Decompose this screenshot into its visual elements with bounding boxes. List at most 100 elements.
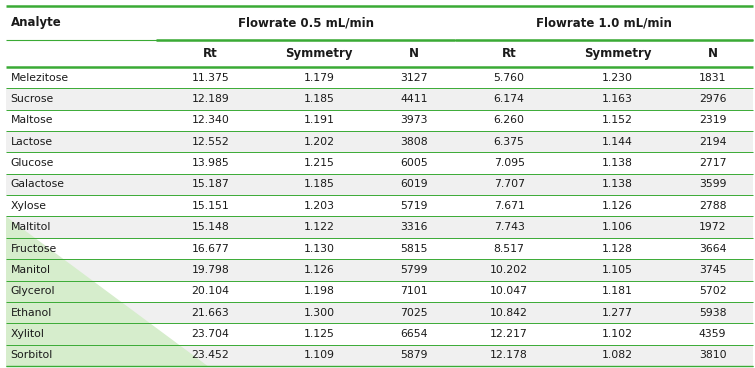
Text: N: N — [409, 47, 419, 60]
Text: 1.102: 1.102 — [602, 329, 633, 339]
Text: Analyte: Analyte — [11, 16, 61, 29]
Text: 6005: 6005 — [400, 158, 428, 168]
Text: Glycerol: Glycerol — [11, 286, 55, 296]
Text: 1.082: 1.082 — [602, 350, 633, 361]
Text: 15.148: 15.148 — [192, 222, 230, 232]
Text: Symmetry: Symmetry — [285, 47, 353, 60]
Text: 1.300: 1.300 — [304, 308, 334, 318]
Text: Xylitol: Xylitol — [11, 329, 45, 339]
Bar — [6, 195, 753, 216]
Text: 6.375: 6.375 — [494, 137, 525, 147]
Bar — [6, 345, 753, 366]
Text: 10.842: 10.842 — [490, 308, 528, 318]
Text: Ethanol: Ethanol — [11, 308, 52, 318]
Bar — [6, 323, 753, 345]
Text: 1.144: 1.144 — [602, 137, 633, 147]
Text: 3973: 3973 — [400, 115, 428, 125]
Text: Flowrate 1.0 mL/min: Flowrate 1.0 mL/min — [536, 16, 672, 29]
Text: 10.047: 10.047 — [490, 286, 528, 296]
Text: 13.985: 13.985 — [192, 158, 230, 168]
Text: 1.179: 1.179 — [304, 72, 334, 82]
Text: 12.552: 12.552 — [192, 137, 230, 147]
Text: Fructose: Fructose — [11, 244, 57, 254]
Text: 3745: 3745 — [699, 265, 726, 275]
Text: 1.277: 1.277 — [602, 308, 633, 318]
Text: 7.671: 7.671 — [494, 201, 525, 211]
Bar — [6, 281, 753, 302]
Text: 1.122: 1.122 — [304, 222, 334, 232]
Text: 15.151: 15.151 — [192, 201, 230, 211]
Text: Melezitose: Melezitose — [11, 72, 69, 82]
Text: N: N — [707, 47, 718, 60]
Text: 1.106: 1.106 — [602, 222, 633, 232]
Polygon shape — [6, 216, 208, 366]
Text: 1.202: 1.202 — [304, 137, 334, 147]
Text: 5815: 5815 — [400, 244, 428, 254]
Text: 3127: 3127 — [400, 72, 428, 82]
Text: 1.138: 1.138 — [602, 180, 633, 190]
Text: Glucose: Glucose — [11, 158, 54, 168]
Text: 5719: 5719 — [400, 201, 428, 211]
Text: 6019: 6019 — [400, 180, 428, 190]
Text: 23.452: 23.452 — [192, 350, 230, 361]
Text: 2194: 2194 — [699, 137, 726, 147]
Bar — [6, 110, 753, 131]
Text: 1.198: 1.198 — [304, 286, 334, 296]
Text: 20.104: 20.104 — [192, 286, 230, 296]
Text: 16.677: 16.677 — [192, 244, 230, 254]
Text: Symmetry: Symmetry — [584, 47, 652, 60]
Bar — [6, 238, 753, 259]
Text: 23.704: 23.704 — [192, 329, 230, 339]
Text: 3316: 3316 — [400, 222, 428, 232]
Bar — [6, 259, 753, 281]
Text: 7.707: 7.707 — [494, 180, 525, 190]
Text: Manitol: Manitol — [11, 265, 51, 275]
Text: 2788: 2788 — [699, 201, 726, 211]
Text: 3810: 3810 — [699, 350, 726, 361]
Bar — [6, 88, 753, 110]
Text: Xylose: Xylose — [11, 201, 47, 211]
Text: 1.185: 1.185 — [304, 180, 334, 190]
Bar — [6, 302, 753, 323]
Text: 3599: 3599 — [699, 180, 726, 190]
Text: 1.126: 1.126 — [602, 201, 633, 211]
Text: Maltitol: Maltitol — [11, 222, 51, 232]
Text: 4411: 4411 — [400, 94, 428, 104]
Text: 7101: 7101 — [400, 286, 428, 296]
Text: 12.178: 12.178 — [490, 350, 528, 361]
Text: 1.163: 1.163 — [602, 94, 633, 104]
Text: 4359: 4359 — [699, 329, 726, 339]
Text: 1972: 1972 — [699, 222, 726, 232]
Text: 6.260: 6.260 — [494, 115, 525, 125]
Text: 8.517: 8.517 — [494, 244, 525, 254]
Text: 7.095: 7.095 — [494, 158, 525, 168]
Text: 1.215: 1.215 — [304, 158, 334, 168]
Bar — [6, 131, 753, 152]
Text: 1.185: 1.185 — [304, 94, 334, 104]
Text: 3664: 3664 — [699, 244, 726, 254]
Bar — [6, 67, 753, 88]
Text: 19.798: 19.798 — [192, 265, 230, 275]
Text: Sucrose: Sucrose — [11, 94, 54, 104]
Text: 1.181: 1.181 — [602, 286, 633, 296]
Text: Lactose: Lactose — [11, 137, 53, 147]
Text: 2319: 2319 — [699, 115, 726, 125]
Text: 1.191: 1.191 — [304, 115, 334, 125]
Text: 10.202: 10.202 — [490, 265, 528, 275]
Text: 6654: 6654 — [400, 329, 428, 339]
Text: 1.130: 1.130 — [304, 244, 334, 254]
Text: 5879: 5879 — [400, 350, 428, 361]
Text: 2717: 2717 — [699, 158, 726, 168]
Text: 7.743: 7.743 — [494, 222, 525, 232]
Bar — [6, 152, 753, 174]
Text: Sorbitol: Sorbitol — [11, 350, 53, 361]
Text: 5799: 5799 — [400, 265, 428, 275]
Text: 1.128: 1.128 — [602, 244, 633, 254]
Text: Flowrate 0.5 mL/min: Flowrate 0.5 mL/min — [238, 16, 374, 29]
Text: 1.126: 1.126 — [304, 265, 334, 275]
Bar — [6, 216, 753, 238]
Text: 5.760: 5.760 — [494, 72, 525, 82]
Text: 1.109: 1.109 — [304, 350, 334, 361]
Text: Galactose: Galactose — [11, 180, 65, 190]
Text: 12.217: 12.217 — [490, 329, 528, 339]
